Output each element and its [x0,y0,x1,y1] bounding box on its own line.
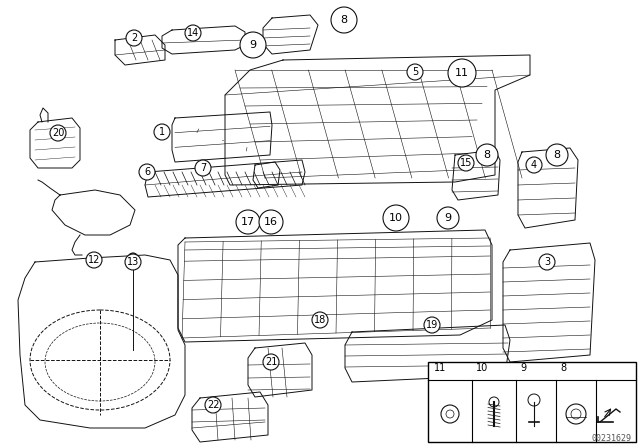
Text: 9: 9 [250,40,257,50]
Text: 7: 7 [200,163,206,173]
Text: 21: 21 [265,357,277,367]
Text: 12: 12 [88,255,100,265]
Text: 8: 8 [340,15,348,25]
Circle shape [437,207,459,229]
Circle shape [236,210,260,234]
Text: 18: 18 [314,315,326,325]
Circle shape [407,64,423,80]
Circle shape [263,354,279,370]
Text: 16: 16 [264,217,278,227]
Circle shape [185,25,201,41]
Text: 5: 5 [412,67,418,77]
Text: 22: 22 [207,400,220,410]
Text: 3: 3 [544,257,550,267]
Text: 6: 6 [144,167,150,177]
Text: 17: 17 [241,217,255,227]
Text: 00231629: 00231629 [592,434,632,443]
Text: 8: 8 [560,363,566,373]
Circle shape [259,210,283,234]
Text: 9: 9 [520,363,526,373]
Text: 9: 9 [444,213,452,223]
Text: 15: 15 [460,158,472,168]
Circle shape [312,312,328,328]
Circle shape [383,205,409,231]
Circle shape [448,59,476,87]
Bar [428,362,636,442]
Circle shape [139,164,155,180]
Text: 8: 8 [554,150,561,160]
Text: 2: 2 [131,33,137,43]
Circle shape [458,155,474,171]
Circle shape [476,144,498,166]
Text: 11: 11 [434,363,446,373]
Circle shape [125,254,141,270]
Text: 8: 8 [483,150,491,160]
Text: 1: 1 [159,127,165,137]
Circle shape [50,125,66,141]
Circle shape [128,253,138,263]
Text: 20: 20 [52,128,64,138]
Text: 13: 13 [127,257,139,267]
Text: 10: 10 [476,363,488,373]
Circle shape [154,124,170,140]
Circle shape [86,252,102,268]
Circle shape [526,157,542,173]
Circle shape [195,160,211,176]
Circle shape [240,32,266,58]
Circle shape [539,254,555,270]
Circle shape [331,7,357,33]
Text: 14: 14 [187,28,199,38]
Circle shape [205,397,221,413]
Text: 11: 11 [455,68,469,78]
Circle shape [546,144,568,166]
Text: 4: 4 [531,160,537,170]
Text: 19: 19 [426,320,438,330]
Circle shape [424,317,440,333]
Text: 10: 10 [389,213,403,223]
Circle shape [126,30,142,46]
